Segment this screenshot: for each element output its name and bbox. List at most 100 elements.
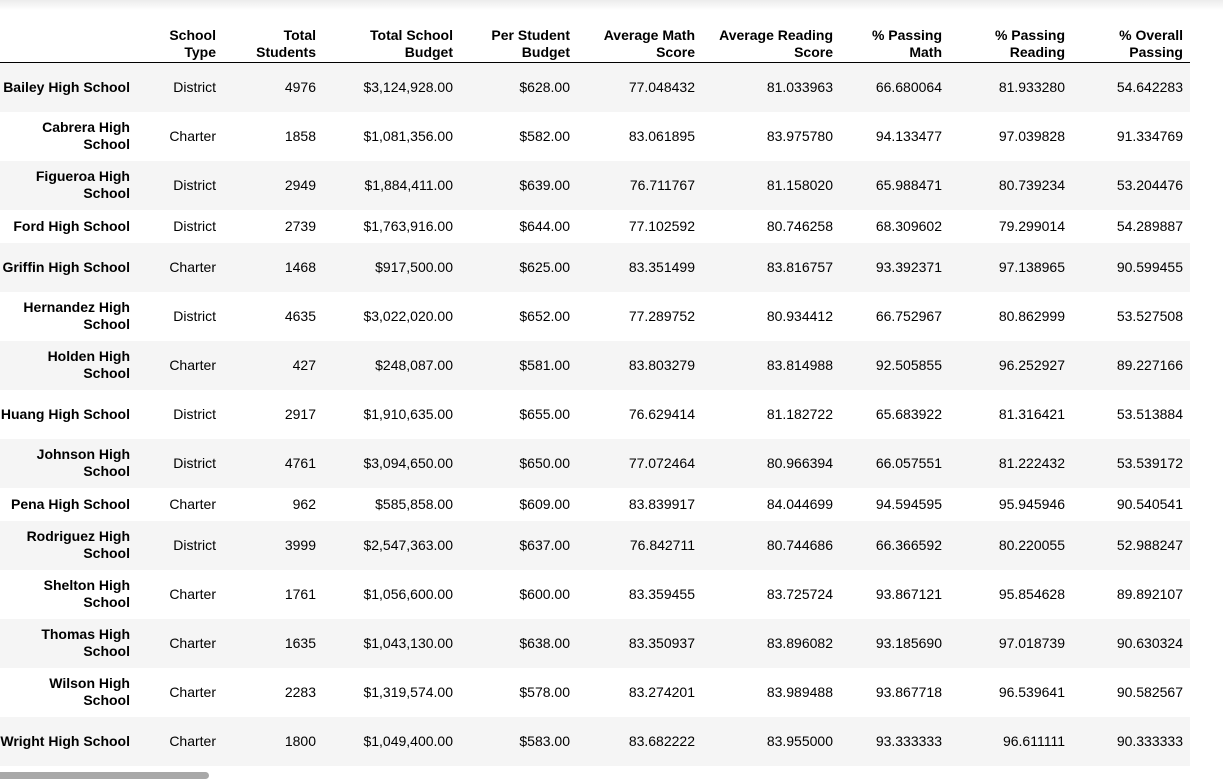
table-cell: 53.204476 [1116,176,1183,193]
table-cell: 80.744686 [766,536,833,553]
column-header: Total Students [223,12,323,63]
table-cell: 53.527508 [1116,307,1183,324]
table-row: Thomas High School Charter 1635 $1,043,130.… [0,618,1190,668]
table-cell: 80.739234 [998,176,1065,193]
row-index-school-name: Ford High School [13,217,130,234]
row-index-school-name: Wright High School [0,732,130,749]
school-summary-table: School Type Total Students Total School Bu… [0,12,1190,766]
table-cell: Charter [169,495,216,512]
table-cell: $1,049,400.00 [363,732,453,749]
table-cell: 93.867718 [875,683,942,700]
table-row: Griffin High School Charter 1468 $917,500.0… [0,242,1190,292]
table-cell: 66.057551 [875,454,942,471]
table-cell: 92.505855 [875,356,942,373]
table-cell: 1635 [284,634,316,651]
table-cell: 2283 [284,683,316,700]
table-cell: 84.044699 [766,495,833,512]
table-cell: 52.988247 [1116,536,1183,553]
table-cell: 96.611111 [1002,732,1065,749]
table-cell: 95.854628 [998,585,1065,602]
table-cell: 97.018739 [998,634,1065,651]
table-row: Johnson High School District 4761 $3,094,65… [0,438,1190,488]
table-cell: 83.814988 [766,356,833,373]
table-cell: 80.966394 [766,454,833,471]
column-header: School Type [137,12,223,63]
table-row: Ford High School District 2739 $1,763,916.0… [0,210,1190,243]
table-cell: $578.00 [519,683,570,700]
table-cell: 77.048432 [628,78,695,95]
table-row: Hernandez High School District 4635 $3,022,… [0,292,1190,341]
table-cell: $655.00 [519,405,570,422]
table-cell: $1,910,635.00 [363,405,453,422]
output-area-shadow [0,0,1223,10]
table-cell: 76.629414 [628,405,695,422]
table-cell: $581.00 [519,356,570,373]
table-cell: 1468 [284,258,316,275]
table-cell: 80.934412 [766,307,833,324]
table-cell: District [173,217,216,234]
row-index-school-name: Shelton High School [43,577,130,610]
column-header: Average Math Score [577,12,702,63]
column-header: % Passing Reading [949,12,1072,63]
table-cell: 89.892107 [1116,585,1183,602]
dataframe-output: School Type Total Students Total School Bu… [0,12,1190,766]
table-cell: 81.158020 [766,176,833,193]
table-cell: 81.933280 [998,78,1065,95]
table-row: Shelton High School Charter 1761 $1,056,600… [0,570,1190,619]
table-row: Rodriguez High School District 3999 $2,547,… [0,520,1190,570]
row-index-school-name: Johnson High School [36,446,130,479]
table-cell: 83.350937 [628,634,695,651]
table-cell: 90.599455 [1116,258,1183,275]
table-cell: Charter [169,127,216,144]
table-cell: Charter [169,585,216,602]
row-index-school-name: Pena High School [10,495,130,512]
table-cell: 93.392371 [875,258,942,275]
table-cell: 81.182722 [766,405,833,422]
table-cell: District [173,454,216,471]
index-header [0,12,137,63]
table-row: Pena High School Charter 962 $585,858.00 $60… [0,488,1190,521]
table-cell: 93.333333 [875,732,942,749]
table-cell: $637.00 [519,536,570,553]
table-row: Cabrera High School Charter 1858 $1,081,356… [0,112,1190,161]
row-index-school-name: Bailey High School [3,78,130,95]
table-cell: $600.00 [519,585,570,602]
row-index-school-name: Huang High School [0,405,130,422]
table-cell: 53.539172 [1116,454,1183,471]
table-cell: 1858 [284,127,316,144]
table-cell: 66.366592 [875,536,942,553]
table-cell: District [173,176,216,193]
table-cell: $3,094,650.00 [363,454,453,471]
horizontal-scrollbar[interactable] [0,772,209,779]
table-cell: 77.072464 [628,454,695,471]
table-cell: $652.00 [519,307,570,324]
table-cell: 83.816757 [766,258,833,275]
table-cell: $1,043,130.00 [363,634,453,651]
row-index-school-name: Rodriguez High School [26,528,130,561]
table-row: Wright High School Charter 1800 $1,049,400.… [0,716,1190,766]
table-cell: $585,858.00 [375,495,453,512]
row-index-school-name: Thomas High School [41,626,130,659]
table-cell: 81.033963 [766,78,833,95]
row-index-school-name: Holden High School [47,348,130,381]
table-header-row: School Type Total Students Total School Bu… [0,12,1190,63]
table-cell: $628.00 [519,78,570,95]
column-header: % Passing Math [840,12,949,63]
table-cell: 83.989488 [766,683,833,700]
table-cell: 97.138965 [998,258,1065,275]
table-cell: $638.00 [519,634,570,651]
table-cell: 427 [292,356,316,373]
table-cell: 83.975780 [766,127,833,144]
column-header: % Overall Passing [1072,12,1190,63]
table-cell: 65.683922 [875,405,942,422]
table-cell: $1,884,411.00 [364,176,454,193]
table-cell: 96.252927 [998,356,1065,373]
table-cell: 53.513884 [1116,405,1183,422]
table-body: Bailey High School District 4976 $3,124,928… [0,62,1190,766]
table-cell: 81.316421 [998,405,1065,422]
table-cell: 90.582567 [1116,683,1183,700]
column-header: Total School Budget [323,12,460,63]
table-cell: 94.133477 [875,127,942,144]
table-cell: 83.803279 [628,356,695,373]
table-cell: $583.00 [519,732,570,749]
